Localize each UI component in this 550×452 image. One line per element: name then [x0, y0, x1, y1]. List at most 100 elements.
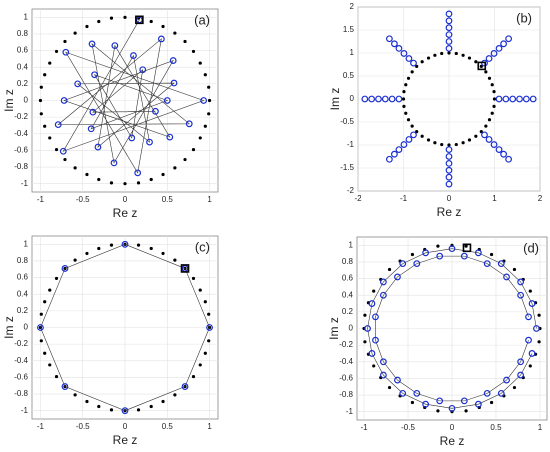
point	[111, 42, 119, 49]
dot	[363, 313, 367, 317]
dot	[191, 276, 196, 281]
y-tick-label: 0	[349, 324, 354, 333]
y-tick-label: 1	[24, 239, 29, 248]
point	[483, 389, 491, 397]
dot	[109, 16, 114, 20]
dot	[97, 177, 101, 182]
point	[146, 138, 153, 146]
dot	[136, 181, 141, 185]
y-tick-label: 0.6	[342, 274, 354, 283]
y-tick-label: 0.8	[17, 29, 29, 38]
point	[200, 97, 208, 104]
x-tick-label: -1	[360, 423, 368, 432]
dot	[426, 138, 431, 142]
dot	[149, 177, 153, 182]
dot	[198, 363, 202, 367]
x-tick-label: 0.5	[490, 423, 502, 432]
dot	[492, 90, 496, 94]
point	[391, 40, 398, 48]
point	[422, 400, 430, 408]
point	[517, 358, 525, 366]
point	[485, 55, 493, 62]
point	[516, 95, 523, 103]
point	[522, 95, 530, 103]
panel-label: (d)	[523, 240, 539, 255]
point	[91, 71, 98, 79]
y-axis-label: Im z	[327, 317, 341, 340]
panel: -1 -0.5 0 0.5 1 -1 -0.8 -0.6 -0.4 -0.2 0 0.2 0.4 0.6 0…	[2, 235, 219, 447]
y-tick-label: 2	[350, 2, 355, 11]
dot	[198, 136, 202, 140]
dot	[43, 73, 47, 77]
dot	[492, 104, 496, 108]
point	[381, 95, 389, 103]
point	[395, 95, 403, 103]
dot	[161, 399, 165, 404]
point	[445, 159, 453, 167]
point	[517, 291, 525, 299]
point	[74, 80, 82, 88]
dot	[474, 60, 478, 64]
dot	[63, 157, 67, 162]
y-tick-label: -1	[347, 140, 355, 149]
dot	[387, 385, 392, 390]
dot	[39, 312, 43, 316]
y-tick-label: -1	[21, 179, 29, 188]
y-tick-label: 0.8	[342, 257, 354, 266]
y-tick-label: -0.2	[14, 112, 28, 121]
dot	[48, 288, 52, 292]
x-axis-label: Re z	[440, 434, 465, 448]
point	[368, 300, 376, 307]
point	[413, 260, 421, 268]
y-tick-label: 0.2	[17, 306, 29, 315]
dot	[207, 312, 211, 316]
point	[405, 136, 413, 143]
dot	[474, 134, 478, 138]
point	[379, 291, 387, 299]
y-axis-label: Im z	[328, 88, 342, 111]
y-tick-label: 0.4	[17, 289, 29, 298]
point	[89, 108, 97, 116]
point	[399, 389, 407, 397]
y-tick-label: -0.6	[14, 373, 28, 382]
y-tick-label: -0.4	[14, 356, 28, 365]
dot	[63, 39, 67, 44]
point	[436, 252, 444, 260]
dot	[73, 393, 77, 397]
start-marker	[180, 264, 190, 273]
y-tick-label: -1.5	[340, 163, 354, 172]
point	[59, 147, 67, 155]
point	[121, 407, 129, 415]
y-tick-label: -0.2	[14, 339, 28, 348]
y-tick-label: -0.2	[339, 340, 353, 349]
point	[481, 131, 488, 139]
point	[445, 146, 453, 154]
dot	[173, 258, 177, 262]
point	[505, 35, 513, 43]
x-tick-label: 0	[123, 422, 128, 431]
point	[399, 260, 407, 268]
x-tick-label: -1	[400, 194, 408, 203]
point	[385, 35, 393, 43]
point	[490, 141, 498, 148]
y-tick-label: 0.2	[342, 307, 354, 316]
dot	[123, 15, 127, 19]
dot	[203, 73, 207, 77]
dot	[183, 39, 187, 44]
dot	[161, 251, 165, 256]
point	[525, 336, 532, 344]
dot	[54, 276, 59, 281]
point	[528, 300, 536, 307]
point	[169, 57, 177, 64]
y-tick-label: 0.6	[17, 46, 29, 55]
dot	[191, 374, 196, 379]
x-tick-label: -0.5	[401, 423, 415, 432]
point	[445, 38, 453, 45]
point	[185, 120, 193, 128]
x-axis-label: Re z	[113, 206, 138, 220]
dot	[436, 244, 440, 248]
point	[460, 252, 468, 260]
x-tick-label: -0.5	[76, 195, 90, 204]
dot	[97, 404, 101, 409]
start-marker	[477, 61, 487, 71]
